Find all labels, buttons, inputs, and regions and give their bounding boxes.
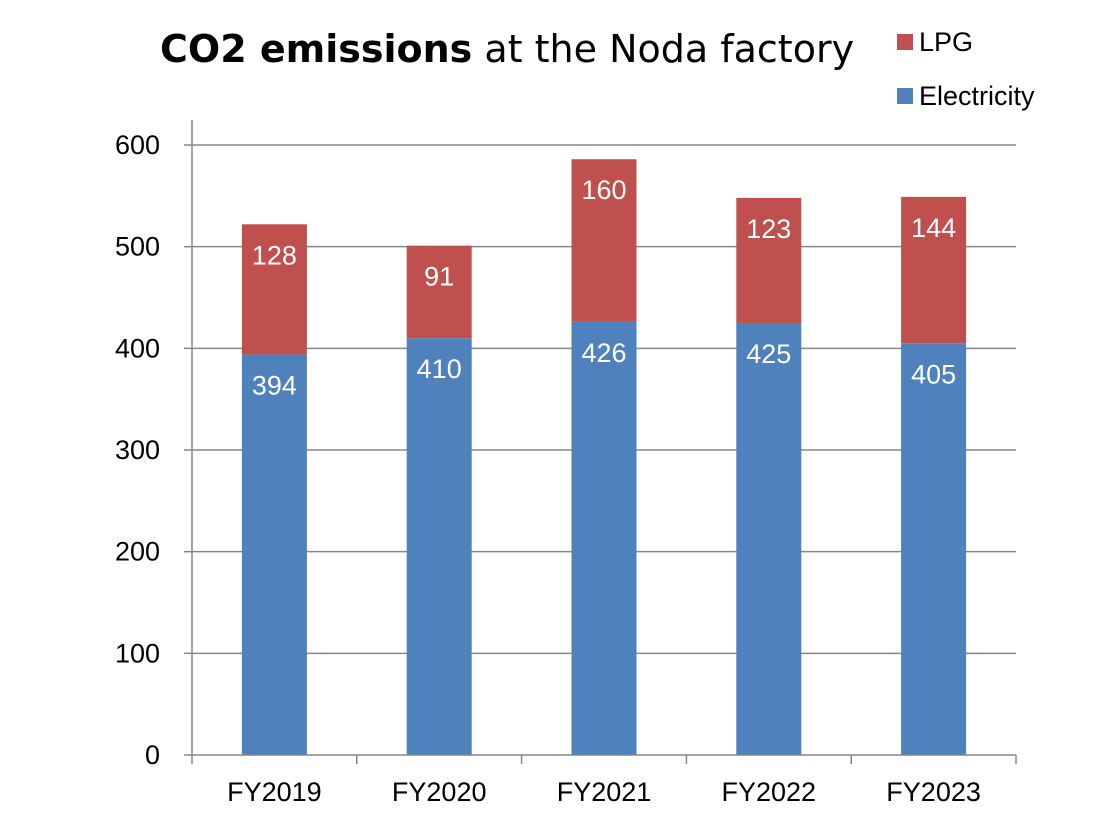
data-label-lpg-fy2021: 160 — [581, 175, 626, 205]
data-label-lpg-fy2019: 128 — [252, 240, 297, 270]
bar-lpg-fy2021 — [571, 159, 637, 322]
bar-electricity-fy2023 — [901, 343, 967, 755]
bar-electricity-fy2019 — [241, 354, 307, 755]
legend-swatch-electricity — [897, 88, 913, 104]
bar-electricity-fy2021 — [571, 321, 637, 755]
bar-electricity-fy2020 — [406, 338, 472, 755]
bar-lpg-fy2020 — [406, 245, 472, 339]
y-tick-label-200: 200 — [115, 537, 160, 567]
x-tick-label-fy2023: FY2023 — [886, 777, 981, 807]
bar-electricity-fy2022 — [736, 322, 802, 755]
chart-title-bold: CO2 emissions — [160, 27, 472, 71]
bars — [241, 159, 967, 755]
y-tick-label-300: 300 — [115, 435, 160, 465]
data-label-electricity-fy2021: 426 — [581, 338, 626, 368]
data-label-electricity-fy2023: 405 — [911, 359, 956, 389]
bar-lpg-fy2019 — [241, 224, 307, 355]
chart-title-rest: at the Noda factory — [472, 27, 854, 71]
x-tick-label-fy2022: FY2022 — [722, 777, 817, 807]
data-label-lpg-fy2023: 144 — [911, 213, 956, 243]
data-label-electricity-fy2022: 425 — [746, 339, 791, 369]
x-tick-label-fy2021: FY2021 — [557, 777, 652, 807]
bar-lpg-fy2023 — [901, 196, 967, 344]
data-label-lpg-fy2022: 123 — [746, 214, 791, 244]
data-label-lpg-fy2020: 91 — [424, 262, 454, 292]
y-tick-label-600: 600 — [115, 130, 160, 160]
legend: LPG Electricity — [897, 27, 1035, 111]
data-label-electricity-fy2020: 410 — [417, 354, 462, 384]
chart-title: CO2 emissions at the Noda factory — [160, 27, 854, 71]
y-tick-label-400: 400 — [115, 333, 160, 363]
data-label-electricity-fy2019: 394 — [252, 370, 297, 400]
data-labels: 394 128 410 91 426 160 425 123 405 144 — [252, 175, 956, 400]
axes: 0 100 200 300 400 500 600 FY2019 FY2020 FY2021 FY2… — [115, 120, 1017, 807]
y-tick-label-500: 500 — [115, 232, 160, 262]
x-tick-label-fy2020: FY2020 — [392, 777, 487, 807]
legend-label-lpg: LPG — [919, 27, 973, 57]
legend-swatch-lpg — [897, 34, 913, 50]
bar-lpg-fy2022 — [736, 197, 802, 323]
x-tick-label-fy2019: FY2019 — [227, 777, 322, 807]
y-tick-label-0: 0 — [145, 740, 160, 770]
legend-label-electricity: Electricity — [919, 81, 1035, 111]
y-tick-label-100: 100 — [115, 638, 160, 668]
